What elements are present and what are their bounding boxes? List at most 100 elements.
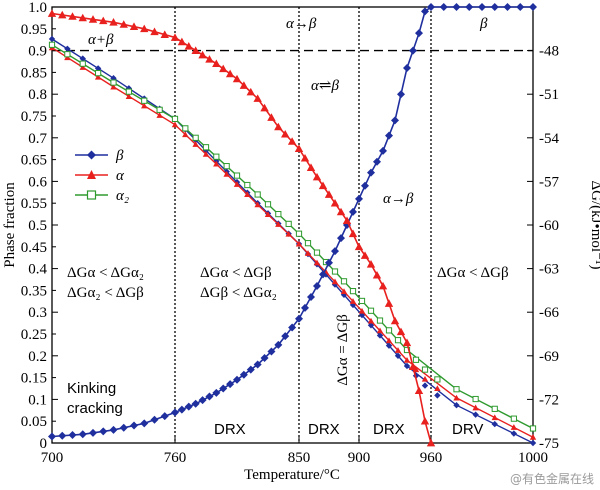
phase-fraction-point-alpha <box>198 50 207 59</box>
free-energy-point-alpha2 <box>156 106 163 113</box>
y-left-tick-label: 0.2 <box>28 349 47 365</box>
free-energy-point-alpha2 <box>434 376 441 383</box>
phase-fraction-point-beta <box>379 146 387 155</box>
phase-fraction-point-beta <box>233 375 241 384</box>
x-tick-label-1000: 1000 <box>518 450 548 466</box>
phase-fraction-point-alpha <box>99 16 108 25</box>
annotation-kinking: Kinking <box>67 380 116 397</box>
phase-fraction-point-beta <box>397 90 405 99</box>
reference-lines <box>52 7 533 443</box>
y-right-tick-label: -72 <box>539 392 559 408</box>
phase-fraction-point-beta <box>337 234 345 243</box>
free-energy-point-alpha2 <box>254 191 261 198</box>
annotation-alpha-beta: α+β <box>88 32 114 48</box>
free-energy-point-alpha <box>223 170 230 177</box>
phase-fraction-point-beta <box>191 399 200 408</box>
phase-fraction-point-alpha <box>119 20 128 28</box>
phase-fraction-point-beta <box>307 292 315 301</box>
free-energy-point-alpha <box>367 317 375 324</box>
phase-fraction-point-beta <box>490 3 499 11</box>
free-energy-point-beta <box>529 439 537 447</box>
y-right-tick-label: -69 <box>539 349 559 365</box>
y-left-tick-label: 0.95 <box>21 22 47 38</box>
phase-fraction-point-alpha <box>260 103 269 112</box>
y-left-tick-label: 0.9 <box>28 44 47 60</box>
phase-fraction-point-alpha <box>239 81 249 89</box>
y-left-tick-label: 0.25 <box>21 327 47 343</box>
phase-fraction-point-beta <box>478 3 486 11</box>
phase-fraction-point-alpha <box>360 251 370 259</box>
annotation-drx-1: DRX <box>214 421 246 438</box>
annotation-alpha-to-beta-top: α→β <box>286 16 317 32</box>
free-energy-point-beta <box>385 342 393 349</box>
phase-fraction-point-beta <box>331 247 339 256</box>
free-energy-point-alpha2 <box>472 395 479 403</box>
y-right-tick-label: -51 <box>539 87 559 103</box>
phase-fraction-point-alpha <box>78 13 87 22</box>
phase-fraction-point-beta <box>119 423 128 432</box>
phase-fraction-point-beta <box>177 405 186 414</box>
free-energy-point-beta <box>510 430 518 437</box>
phase-fraction-point-beta <box>150 415 159 424</box>
y-left-tick-label: 0.3 <box>28 305 47 321</box>
free-energy-point-alpha2 <box>331 268 339 275</box>
free-energy-point-alpha <box>453 394 460 401</box>
y-left-tick-label: 1.0 <box>28 0 47 16</box>
free-energy-point-alpha2 <box>295 230 303 237</box>
phase-fraction-point-beta <box>171 408 179 417</box>
free-energy-point-alpha <box>94 73 102 80</box>
free-energy-point-alpha <box>275 221 282 227</box>
free-energy-point-alpha <box>510 424 518 430</box>
phase-fraction-point-alpha <box>140 24 149 33</box>
free-energy-point-alpha2 <box>275 211 282 218</box>
phase-fraction-point-alpha <box>129 22 139 30</box>
phase-fraction-point-beta <box>78 430 87 439</box>
x-tick-label-900: 900 <box>348 450 371 466</box>
phase-fraction-point-alpha <box>177 37 187 46</box>
free-energy-point-alpha2 <box>192 134 199 141</box>
free-energy-point-beta <box>202 147 210 154</box>
y-left-tick-label: 0.55 <box>21 196 47 212</box>
free-energy-point-alpha <box>254 201 261 208</box>
phase-fraction-point-alpha <box>253 94 262 102</box>
phase-fraction-point-beta <box>109 425 118 434</box>
free-energy-point-alpha2 <box>491 405 498 412</box>
phase-fraction-point-alpha <box>287 137 297 145</box>
phase-fraction-point-beta <box>288 323 297 332</box>
phase-fraction-point-beta <box>160 412 169 421</box>
phase-fraction-point-alpha <box>312 172 322 181</box>
free-energy-point-alpha <box>529 433 537 440</box>
phase-fraction-point-alpha <box>184 42 193 50</box>
legend: β α α₂ <box>75 148 129 204</box>
free-energy-point-beta <box>94 65 102 72</box>
phase-fraction-point-beta <box>421 7 429 16</box>
free-energy-point-beta <box>48 35 56 43</box>
phase-fraction-point-beta <box>205 392 214 401</box>
y-left-tick-label: 0.45 <box>21 240 47 256</box>
phase-fraction-point-beta <box>349 207 357 216</box>
phase-fraction-point-alpha <box>212 59 221 68</box>
phase-fraction-point-alpha <box>306 163 316 171</box>
phase-fraction-point-beta <box>274 340 283 349</box>
free-energy-point-alpha <box>233 181 241 187</box>
free-energy-point-alpha2 <box>385 327 393 334</box>
phase-fraction-point-beta <box>403 64 411 73</box>
phase-fraction-point-beta <box>319 270 327 279</box>
phase-fraction-point-alpha <box>366 260 376 268</box>
phase-fraction-point-alpha <box>191 46 200 54</box>
free-energy-point-alpha <box>110 83 117 90</box>
free-energy-point-alpha <box>491 414 498 421</box>
phase-fraction-point-beta <box>385 131 393 140</box>
annotation-cracking: cracking <box>67 400 123 417</box>
y-left-tick-label: 0.15 <box>21 371 47 387</box>
free-energy-point-alpha2 <box>285 220 292 228</box>
annotation-alpha-to-beta-mid: α→β <box>383 191 414 207</box>
free-energy-point-alpha <box>358 307 366 314</box>
free-energy-point-alpha2 <box>421 366 429 373</box>
x-tick-label-760: 760 <box>164 450 187 466</box>
free-energy-point-alpha <box>376 327 384 334</box>
y-left-tick-label: 0.65 <box>21 153 47 169</box>
phase-fraction-point-alpha <box>170 33 180 41</box>
free-energy-point-alpha2 <box>367 307 375 314</box>
